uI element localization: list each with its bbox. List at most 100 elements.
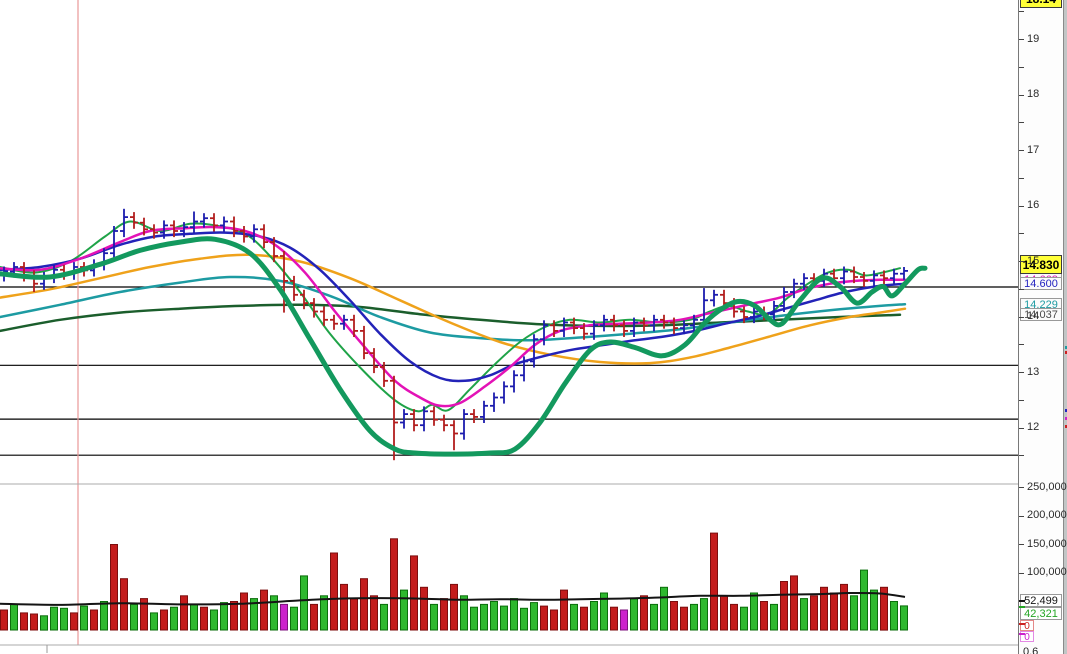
price-tick — [1019, 233, 1024, 235]
ohlc-bar — [240, 226, 248, 243]
volume-bar — [180, 595, 188, 631]
price-tick — [1019, 427, 1024, 429]
ohlc-bar — [250, 224, 258, 243]
ma-price-label-teal: 14.229 — [1020, 297, 1062, 311]
ma-teal — [0, 275, 907, 342]
ohlc-bar — [790, 278, 798, 299]
volume-bar — [670, 601, 678, 631]
price-tick — [1019, 205, 1024, 207]
volume-bar — [810, 595, 818, 631]
volume-bar — [780, 581, 788, 631]
volume-bar — [230, 601, 238, 631]
ohlc-bar — [120, 208, 128, 238]
last-volume-label: 42,321 — [1020, 607, 1062, 620]
volume-bar — [70, 612, 78, 631]
price-tick — [1019, 150, 1024, 151]
volume-bar — [620, 609, 628, 631]
ohlc-bar — [330, 314, 338, 330]
volume-bar — [340, 583, 348, 631]
volume-bar — [170, 606, 178, 631]
volume-bar — [550, 609, 558, 631]
price-tick — [1019, 261, 1024, 262]
ohlc-bar — [110, 226, 118, 260]
ohlc-bar — [400, 409, 408, 429]
ohlc-bar — [300, 289, 308, 310]
ohlc-bar — [590, 320, 598, 340]
price-axis-panel[interactable]: 18.14 14.668 14.600 14.229 14.037 14.830… — [1018, 0, 1067, 654]
ohlc-bar — [370, 348, 378, 374]
ohlc-bar — [680, 320, 688, 335]
ohlc-bar — [530, 334, 538, 368]
ohlc-bar — [290, 275, 298, 301]
price-volume-chart[interactable] — [0, 0, 1019, 654]
ma-dark-green — [0, 303, 902, 333]
volume-bar — [720, 595, 728, 631]
price-tick — [1019, 344, 1024, 346]
volume-bars — [0, 532, 908, 631]
ohlc-bar — [200, 213, 208, 228]
ohlc-bar — [740, 306, 748, 324]
volume-bar — [190, 603, 198, 631]
volume-bar — [210, 609, 218, 631]
zero-value-label-magenta: 0 — [1020, 630, 1034, 643]
volume-bar — [0, 609, 8, 631]
clipped-edge-mark — [1065, 409, 1067, 412]
ohlc-bar — [360, 325, 368, 360]
ohlc-bar — [140, 217, 148, 236]
ohlc-bar — [170, 220, 178, 238]
volume-bar — [260, 589, 268, 631]
ohlc-bar — [430, 406, 438, 426]
price-tick — [1019, 455, 1024, 457]
ma-thick-emerald — [0, 236, 928, 457]
volume-bar — [430, 603, 438, 631]
ohlc-bar — [280, 251, 288, 313]
ohlc-bar — [850, 266, 858, 284]
volume-bar — [500, 605, 508, 631]
ohlc-bar — [460, 409, 468, 440]
axis-scrollbar-strip[interactable] — [1063, 0, 1067, 654]
ohlc-bar — [870, 270, 878, 287]
volume-bar — [290, 606, 298, 631]
ohlc-bar — [340, 314, 348, 330]
volume-bar — [820, 586, 828, 631]
ohlc-bar — [750, 306, 758, 324]
volume-bar — [580, 606, 588, 631]
ma-price-label-blue: 14.600 — [1020, 277, 1062, 291]
volume-bar — [400, 589, 408, 631]
ohlc-bar — [610, 314, 618, 332]
volume-bar — [370, 595, 378, 631]
price-tick — [1019, 39, 1024, 40]
volume-bar — [390, 538, 398, 631]
price-tick — [1019, 122, 1024, 124]
ohlc-bar — [470, 409, 478, 423]
ohlc-bar — [660, 314, 668, 329]
ohlc-bar — [550, 320, 558, 337]
volume-bar — [150, 612, 158, 631]
clipped-edge-mark — [1065, 346, 1067, 349]
ohlc-bar — [900, 267, 908, 280]
volume-bar — [360, 578, 368, 631]
study-value-tick — [1019, 623, 1025, 625]
ohlc-bar — [670, 317, 678, 335]
ohlc-bar — [890, 268, 898, 285]
volume-bar — [140, 598, 148, 631]
volume-bar — [830, 592, 838, 631]
volume-bar — [120, 578, 128, 631]
volume-bar — [280, 603, 288, 631]
volume-bar — [320, 595, 328, 631]
ma-orange — [0, 253, 907, 365]
ohlc-bar — [690, 314, 698, 332]
volume-bar — [760, 601, 768, 631]
volume-bar — [840, 583, 848, 631]
price-tick-label: 16 — [1027, 199, 1040, 211]
ohlc-bar — [380, 362, 388, 387]
ma-blue — [0, 231, 907, 383]
price-tick-label: 15 — [1027, 254, 1040, 267]
volume-bar — [480, 603, 488, 631]
volume-bar — [700, 598, 708, 631]
ohlc-bar — [520, 356, 528, 382]
ohlc-bar — [540, 320, 548, 346]
volume-bar — [130, 603, 138, 631]
ohlc-bar — [320, 306, 328, 326]
volume-bar — [240, 592, 248, 631]
